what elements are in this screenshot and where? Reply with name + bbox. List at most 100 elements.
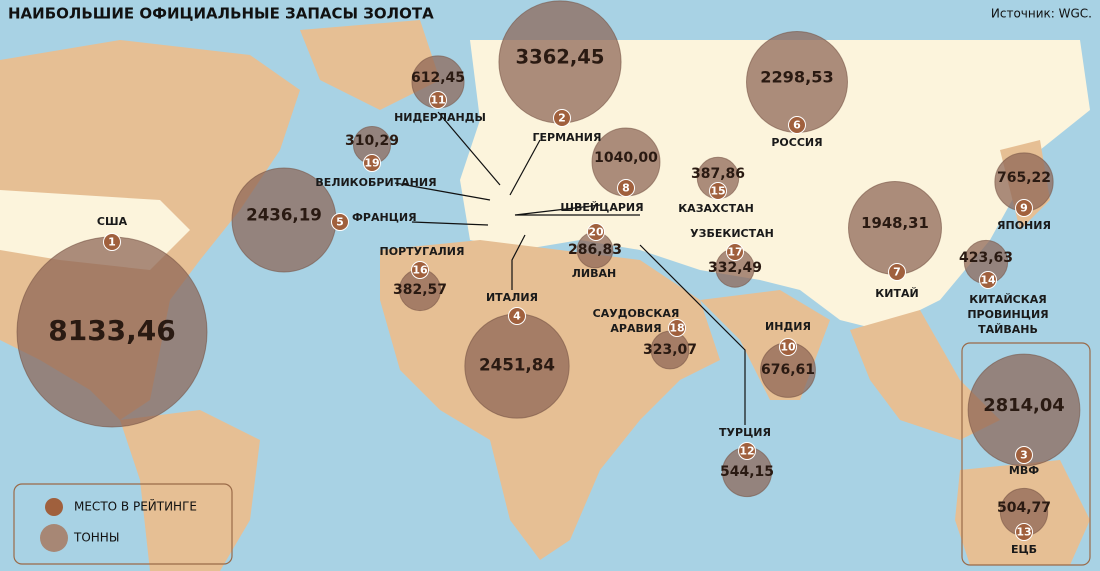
rank-label: 9: [1020, 202, 1028, 215]
rank-badge: [331, 213, 349, 231]
rank-badge: [553, 109, 571, 127]
tonnes-label: 612,45: [411, 70, 465, 86]
rank-label: 1: [108, 236, 116, 249]
tonnes-label: 382,57: [393, 282, 447, 298]
country-name: ЯПОНИЯ: [997, 219, 1051, 232]
rank-badge: [779, 338, 797, 356]
rank-label: 8: [622, 182, 630, 195]
legend-tonnes: ТОННЫ: [73, 531, 119, 545]
rank-label: 4: [513, 310, 521, 323]
legend-rank-swatch: [45, 498, 63, 516]
country-name: ФРАНЦИЯ: [352, 211, 417, 224]
rank-label: 12: [739, 445, 754, 458]
tonnes-label: 1948,31: [861, 214, 929, 232]
rank-badge: [429, 91, 447, 109]
legend: МЕСТО В РЕЙТИНГЕ ТОННЫ: [13, 483, 233, 565]
tonnes-bubble: [967, 353, 1081, 467]
title: НАИБОЛЬШИЕ ОФИЦИАЛЬНЫЕ ЗАПАСЫ ЗОЛОТА: [8, 5, 434, 23]
connector: [514, 204, 640, 216]
tonnes-label: 286,83: [568, 242, 622, 258]
rank-label: 14: [980, 274, 996, 287]
country-name: РОССИЯ: [771, 136, 822, 149]
rank-label: 16: [412, 264, 428, 277]
rank-badge: [1015, 446, 1033, 464]
tonnes-label: 2814,04: [983, 395, 1064, 416]
rank-badge: [103, 233, 121, 251]
rank-badge: [508, 307, 526, 325]
tonnes-label: 2298,53: [760, 68, 834, 87]
connector: [509, 139, 541, 196]
rank-badge: [411, 261, 429, 279]
rank-label: 13: [1016, 526, 1031, 539]
tonnes-label: 504,77: [997, 500, 1051, 516]
country-name: ВЕЛИКОБРИТАНИЯ: [315, 176, 436, 189]
rank-label: 3: [1020, 449, 1028, 462]
legend-frame: [13, 483, 233, 565]
rank-badge: [726, 243, 744, 261]
rank-label: 5: [336, 216, 344, 229]
country-name: ТАЙВАНЬ: [978, 323, 1038, 336]
country-name: АРАВИЯ: [610, 322, 661, 335]
rank-label: 7: [893, 266, 901, 279]
rank-label: 10: [780, 341, 796, 354]
tonnes-label: 423,63: [959, 250, 1013, 266]
rank-badge: [1015, 523, 1033, 541]
rank-badge: [668, 319, 686, 337]
country-name: ПОРТУГАЛИЯ: [380, 245, 465, 258]
labels: 8133,46 1 США 3362,45 2 ГЕРМАНИЯ 2814,04 3 МВФ 24…: [48, 46, 1064, 557]
rank-badge: [617, 179, 635, 197]
tonnes-label: 8133,46: [48, 314, 176, 347]
connector: [394, 182, 491, 201]
rank-label: 19: [364, 157, 379, 170]
rank-label: 18: [669, 322, 684, 335]
rank-badge: [788, 116, 806, 134]
bubbles: [16, 0, 1081, 537]
country-name: ЛИВАН: [572, 267, 616, 280]
country-name: ПРОВИНЦИЯ: [967, 308, 1048, 321]
country-name: ШВЕЙЦАРИЯ: [560, 201, 643, 214]
rank-label: 15: [710, 185, 725, 198]
country-name: МВФ: [1009, 464, 1039, 477]
rank-label: 2: [558, 112, 566, 125]
rank-badge: [587, 223, 605, 241]
rank-label: 17: [727, 246, 742, 259]
legend-tonnes-swatch: [40, 524, 68, 552]
country-name: ГЕРМАНИЯ: [533, 131, 602, 144]
country-name: ИНДИЯ: [765, 320, 811, 333]
tonnes-label: 332,49: [708, 260, 762, 276]
tonnes-label: 310,29: [345, 133, 399, 149]
rank-badge: [709, 182, 727, 200]
rank-label: 6: [793, 119, 801, 132]
country-name: ЕЦБ: [1011, 543, 1037, 556]
tonnes-label: 2451,84: [479, 356, 555, 375]
imf-ecb-frame: [961, 342, 1091, 566]
tonnes-label: 2436,19: [246, 206, 322, 225]
legend-rank: МЕСТО В РЕЙТИНГЕ: [74, 499, 197, 514]
rank-badge: [363, 154, 381, 172]
connectors: [394, 111, 746, 425]
country-name: ТУРЦИЯ: [719, 426, 771, 439]
country-name: ИТАЛИЯ: [486, 291, 538, 304]
tonnes-label: 1040,00: [594, 150, 658, 166]
country-name: НИДЕРЛАНДЫ: [394, 111, 486, 124]
rank-badge: [738, 442, 756, 460]
country-name: КИТАЙСКАЯ: [969, 293, 1046, 306]
connector: [511, 234, 526, 290]
connector: [437, 111, 501, 186]
country-name: КАЗАХСТАН: [678, 202, 754, 215]
rank-label: 11: [430, 94, 445, 107]
rank-badge: [888, 263, 906, 281]
country-name: УЗБЕКИСТАН: [690, 227, 774, 240]
connector: [639, 244, 746, 425]
rank-badge: [979, 271, 997, 289]
tonnes-label: 323,07: [643, 342, 697, 358]
rank-badge: [1015, 199, 1033, 217]
tonnes-label: 765,22: [997, 170, 1051, 186]
tonnes-label: 3362,45: [516, 46, 605, 69]
source: Источник: WGC.: [991, 7, 1092, 21]
country-name: САУДОВСКАЯ: [593, 307, 680, 320]
country-name: США: [97, 215, 128, 228]
tonnes-label: 387,86: [691, 166, 745, 182]
tonnes-label: 676,61: [761, 362, 815, 378]
